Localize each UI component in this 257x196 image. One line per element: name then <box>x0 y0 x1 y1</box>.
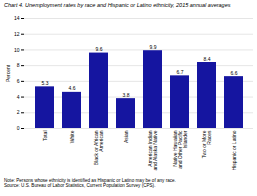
html-text:Source: U.S. Bureau of Labor S: Source: U.S. Bureau of Labor Statistics,… <box>4 183 156 189</box>
svg-text:6: 6 <box>17 78 20 84</box>
svg-text:14: 14 <box>14 15 20 21</box>
svg-text:Asian: Asian <box>123 130 129 143</box>
svg-text:0: 0 <box>17 125 20 131</box>
svg-text:Native Hawaiianand Other Pacif: Native Hawaiianand Other PacificIslander <box>172 130 188 169</box>
svg-text:Black or AfricanAmerican: Black or AfricanAmerican <box>93 130 104 165</box>
svg-text:6.6: 6.6 <box>231 69 238 75</box>
svg-text:12: 12 <box>14 30 20 36</box>
svg-text:Two or MoreRaces: Two or MoreRaces <box>201 130 212 158</box>
svg-text:6.7: 6.7 <box>177 68 184 74</box>
svg-text:Hispanic or Latino: Hispanic or Latino <box>231 130 237 170</box>
svg-text:2: 2 <box>17 109 20 115</box>
svg-text:10: 10 <box>14 46 20 52</box>
svg-text:8: 8 <box>17 62 20 68</box>
svg-text:9.9: 9.9 <box>150 43 157 49</box>
html-text:Chart 4. Unemployment rates by: Chart 4. Unemployment rates by race and … <box>4 2 231 8</box>
svg-text:5.3: 5.3 <box>42 79 49 85</box>
svg-text:8.4: 8.4 <box>204 55 211 61</box>
svg-text:9.6: 9.6 <box>96 46 103 52</box>
svg-text:Percent: Percent <box>5 64 11 82</box>
svg-text:3.8: 3.8 <box>123 91 130 97</box>
svg-text:Total: Total <box>42 130 48 141</box>
html-text:Note: Persons whose ethnicity: Note: Persons whose ethnicity is identif… <box>4 177 176 183</box>
svg-text:4.6: 4.6 <box>69 85 76 91</box>
svg-text:American Indianand Alaska Nati: American Indianand Alaska Native <box>147 130 158 170</box>
svg-text:4: 4 <box>17 93 20 99</box>
svg-text:White: White <box>69 130 75 143</box>
